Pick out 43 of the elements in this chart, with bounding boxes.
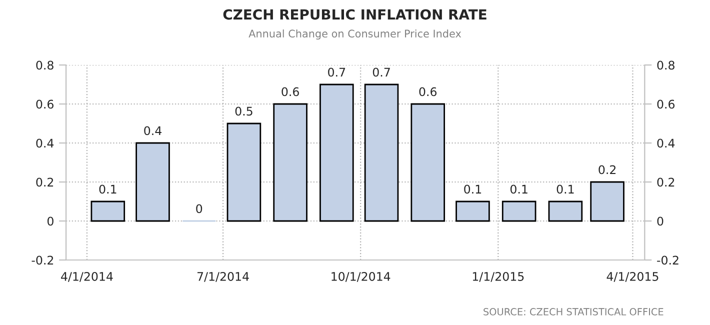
y-tick-label: 0 [47, 216, 54, 226]
data-label: 0.1 [510, 184, 528, 194]
bar [364, 84, 399, 222]
y2-tick-label: 0.8 [657, 60, 674, 70]
y-tick-label: 0.4 [36, 138, 54, 148]
bar [590, 181, 624, 222]
y-tick-label: 0.8 [36, 60, 54, 70]
y2-tick-label: 0.2 [657, 178, 674, 187]
data-label: 0.1 [99, 184, 116, 194]
x-tick-label: 4/1/2015 [606, 272, 658, 282]
data-label: 0.4 [144, 126, 162, 136]
y-tick-label: -0.2 [32, 256, 54, 265]
data-label: 0.7 [372, 68, 390, 77]
bar [136, 142, 170, 222]
bar [273, 103, 308, 222]
x-tick-label: 10/1/2014 [332, 272, 390, 282]
x-tick-label: 1/1/2015 [472, 272, 524, 282]
y2-tick-label: 0.6 [657, 100, 675, 109]
x-tick-label: 7/1/2014 [197, 272, 249, 282]
data-label: 0.2 [598, 165, 616, 174]
x-tick-label: 4/1/2014 [61, 272, 113, 282]
data-label: 0.1 [556, 184, 574, 194]
source-note: SOURCE: CZECH STATISTICAL OFFICE [484, 308, 664, 316]
data-label: 0.5 [235, 106, 252, 116]
data-label: 0.1 [464, 184, 482, 194]
bar [548, 200, 583, 222]
y2-tick-label: 0 [657, 216, 664, 226]
chart-subtitle: Annual Change on Consumer Price Index [248, 29, 462, 40]
y-tick-label: 0.6 [36, 100, 54, 109]
data-label: 0.7 [328, 68, 346, 77]
data-label: 0.6 [419, 87, 437, 96]
y2-tick-label: -0.2 [657, 256, 678, 265]
y-tick-label: 0.2 [36, 178, 54, 187]
bar [456, 200, 490, 222]
bar [226, 122, 262, 222]
chart-title: CZECH REPUBLIC INFLATION RATE [223, 9, 486, 20]
bar [90, 200, 126, 222]
bar [502, 200, 536, 222]
y2-tick-label: 0.4 [657, 138, 675, 148]
data-label: 0.6 [282, 87, 299, 96]
data-label: 0 [196, 204, 202, 214]
bar [410, 103, 446, 222]
bar [320, 84, 354, 222]
